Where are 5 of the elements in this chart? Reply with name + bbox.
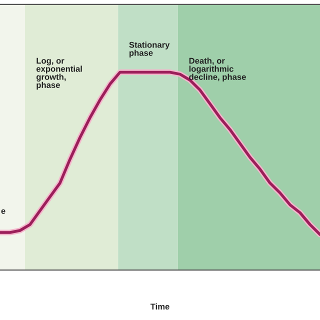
annotation: Log, or exponential growth, phase xyxy=(36,58,82,90)
annotation: e xyxy=(1,209,6,214)
x-axis-title: Time xyxy=(150,303,170,310)
text: Stationary phase xyxy=(129,42,170,58)
annotation: Death, or logarithmic decline, phase xyxy=(189,58,246,82)
